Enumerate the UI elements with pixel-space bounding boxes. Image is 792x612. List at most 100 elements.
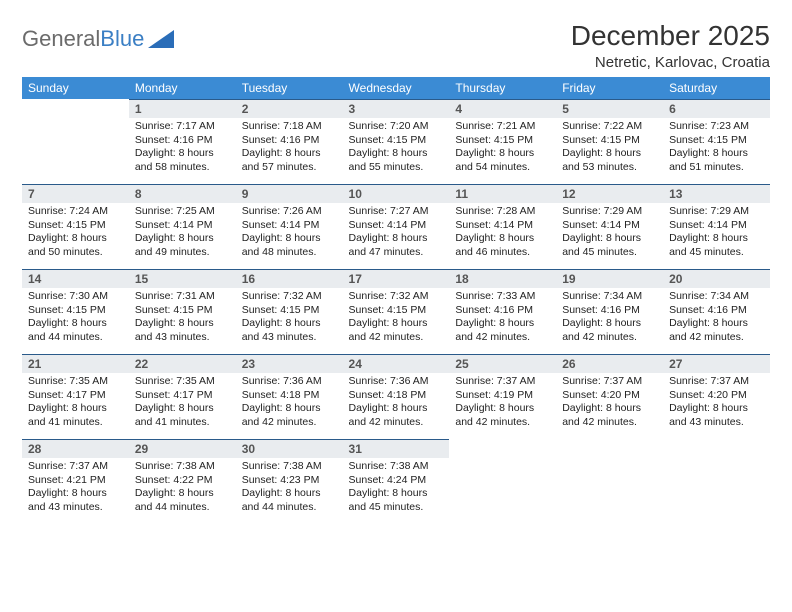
sunrise-line: Sunrise: 7:34 AM [562,290,657,304]
weekday-row: SundayMondayTuesdayWednesdayThursdayFrid… [22,77,770,99]
day-info: Sunrise: 7:28 AMSunset: 4:14 PMDaylight:… [449,203,556,264]
daylight-line: Daylight: 8 hours and 42 minutes. [455,402,550,429]
calendar-cell: 24Sunrise: 7:36 AMSunset: 4:18 PMDayligh… [343,354,450,439]
day-info: Sunrise: 7:34 AMSunset: 4:16 PMDaylight:… [556,288,663,349]
sunset-line: Sunset: 4:15 PM [28,219,123,233]
day-number: 29 [129,439,236,458]
day-info: Sunrise: 7:37 AMSunset: 4:20 PMDaylight:… [663,373,770,434]
sunrise-line: Sunrise: 7:24 AM [28,205,123,219]
sunset-line: Sunset: 4:16 PM [135,134,230,148]
calendar-cell: 3Sunrise: 7:20 AMSunset: 4:15 PMDaylight… [343,99,450,184]
weekday-header: Monday [129,77,236,99]
calendar-cell-empty [663,439,770,524]
location-text: Netretic, Karlovac, Croatia [571,54,770,71]
daylight-line: Daylight: 8 hours and 42 minutes. [242,402,337,429]
daylight-line: Daylight: 8 hours and 43 minutes. [242,317,337,344]
day-info: Sunrise: 7:31 AMSunset: 4:15 PMDaylight:… [129,288,236,349]
calendar-cell-empty [449,439,556,524]
calendar-cell-empty [556,439,663,524]
daylight-line: Daylight: 8 hours and 43 minutes. [28,487,123,514]
calendar-cell: 10Sunrise: 7:27 AMSunset: 4:14 PMDayligh… [343,184,450,269]
sunrise-line: Sunrise: 7:37 AM [562,375,657,389]
calendar-cell: 30Sunrise: 7:38 AMSunset: 4:23 PMDayligh… [236,439,343,524]
daylight-line: Daylight: 8 hours and 42 minutes. [455,317,550,344]
sunrise-line: Sunrise: 7:23 AM [669,120,764,134]
daylight-line: Daylight: 8 hours and 51 minutes. [669,147,764,174]
calendar-cell: 25Sunrise: 7:37 AMSunset: 4:19 PMDayligh… [449,354,556,439]
day-number: 10 [343,184,450,203]
daylight-line: Daylight: 8 hours and 45 minutes. [349,487,444,514]
calendar-cell-empty [22,99,129,184]
weekday-header: Sunday [22,77,129,99]
day-number: 4 [449,99,556,118]
day-info: Sunrise: 7:38 AMSunset: 4:23 PMDaylight:… [236,458,343,519]
day-number: 12 [556,184,663,203]
calendar-cell: 31Sunrise: 7:38 AMSunset: 4:24 PMDayligh… [343,439,450,524]
sunset-line: Sunset: 4:15 PM [349,134,444,148]
sunrise-line: Sunrise: 7:37 AM [669,375,764,389]
sunset-line: Sunset: 4:18 PM [242,389,337,403]
day-info: Sunrise: 7:38 AMSunset: 4:22 PMDaylight:… [129,458,236,519]
sunrise-line: Sunrise: 7:32 AM [349,290,444,304]
daylight-line: Daylight: 8 hours and 42 minutes. [562,317,657,344]
daylight-line: Daylight: 8 hours and 45 minutes. [669,232,764,259]
sunrise-line: Sunrise: 7:32 AM [242,290,337,304]
sunset-line: Sunset: 4:16 PM [669,304,764,318]
sunset-line: Sunset: 4:18 PM [349,389,444,403]
day-info: Sunrise: 7:34 AMSunset: 4:16 PMDaylight:… [663,288,770,349]
daylight-line: Daylight: 8 hours and 42 minutes. [349,317,444,344]
calendar-cell: 23Sunrise: 7:36 AMSunset: 4:18 PMDayligh… [236,354,343,439]
day-number: 11 [449,184,556,203]
header: GeneralBlue December 2025 Netretic, Karl… [22,18,770,71]
calendar-cell: 1Sunrise: 7:17 AMSunset: 4:16 PMDaylight… [129,99,236,184]
daylight-line: Daylight: 8 hours and 54 minutes. [455,147,550,174]
sunrise-line: Sunrise: 7:30 AM [28,290,123,304]
day-number: 23 [236,354,343,373]
calendar-cell: 13Sunrise: 7:29 AMSunset: 4:14 PMDayligh… [663,184,770,269]
weekday-header: Friday [556,77,663,99]
daylight-line: Daylight: 8 hours and 47 minutes. [349,232,444,259]
day-number: 19 [556,269,663,288]
calendar-row: 7Sunrise: 7:24 AMSunset: 4:15 PMDaylight… [22,184,770,269]
sunrise-line: Sunrise: 7:34 AM [669,290,764,304]
day-info: Sunrise: 7:18 AMSunset: 4:16 PMDaylight:… [236,118,343,179]
day-number: 22 [129,354,236,373]
day-number: 30 [236,439,343,458]
sunset-line: Sunset: 4:15 PM [28,304,123,318]
sunrise-line: Sunrise: 7:20 AM [349,120,444,134]
title-block: December 2025 Netretic, Karlovac, Croati… [571,18,770,71]
sunrise-line: Sunrise: 7:37 AM [455,375,550,389]
daylight-line: Daylight: 8 hours and 49 minutes. [135,232,230,259]
day-number: 27 [663,354,770,373]
daylight-line: Daylight: 8 hours and 48 minutes. [242,232,337,259]
weekday-header: Thursday [449,77,556,99]
sunset-line: Sunset: 4:14 PM [455,219,550,233]
calendar-cell: 19Sunrise: 7:34 AMSunset: 4:16 PMDayligh… [556,269,663,354]
calendar-cell: 18Sunrise: 7:33 AMSunset: 4:16 PMDayligh… [449,269,556,354]
calendar-cell: 14Sunrise: 7:30 AMSunset: 4:15 PMDayligh… [22,269,129,354]
calendar-cell: 20Sunrise: 7:34 AMSunset: 4:16 PMDayligh… [663,269,770,354]
day-info: Sunrise: 7:29 AMSunset: 4:14 PMDaylight:… [663,203,770,264]
day-number: 13 [663,184,770,203]
sunset-line: Sunset: 4:19 PM [455,389,550,403]
calendar-cell: 21Sunrise: 7:35 AMSunset: 4:17 PMDayligh… [22,354,129,439]
day-info: Sunrise: 7:33 AMSunset: 4:16 PMDaylight:… [449,288,556,349]
daylight-line: Daylight: 8 hours and 57 minutes. [242,147,337,174]
day-info: Sunrise: 7:32 AMSunset: 4:15 PMDaylight:… [236,288,343,349]
sunset-line: Sunset: 4:14 PM [562,219,657,233]
day-number: 3 [343,99,450,118]
sunrise-line: Sunrise: 7:26 AM [242,205,337,219]
daylight-line: Daylight: 8 hours and 44 minutes. [135,487,230,514]
daylight-line: Daylight: 8 hours and 58 minutes. [135,147,230,174]
calendar-cell: 11Sunrise: 7:28 AMSunset: 4:14 PMDayligh… [449,184,556,269]
sunset-line: Sunset: 4:24 PM [349,474,444,488]
calendar-row: 14Sunrise: 7:30 AMSunset: 4:15 PMDayligh… [22,269,770,354]
daylight-line: Daylight: 8 hours and 46 minutes. [455,232,550,259]
weekday-header: Wednesday [343,77,450,99]
sunrise-line: Sunrise: 7:25 AM [135,205,230,219]
sunrise-line: Sunrise: 7:29 AM [669,205,764,219]
day-number: 18 [449,269,556,288]
day-info: Sunrise: 7:37 AMSunset: 4:21 PMDaylight:… [22,458,129,519]
daylight-line: Daylight: 8 hours and 44 minutes. [28,317,123,344]
calendar-row: 21Sunrise: 7:35 AMSunset: 4:17 PMDayligh… [22,354,770,439]
